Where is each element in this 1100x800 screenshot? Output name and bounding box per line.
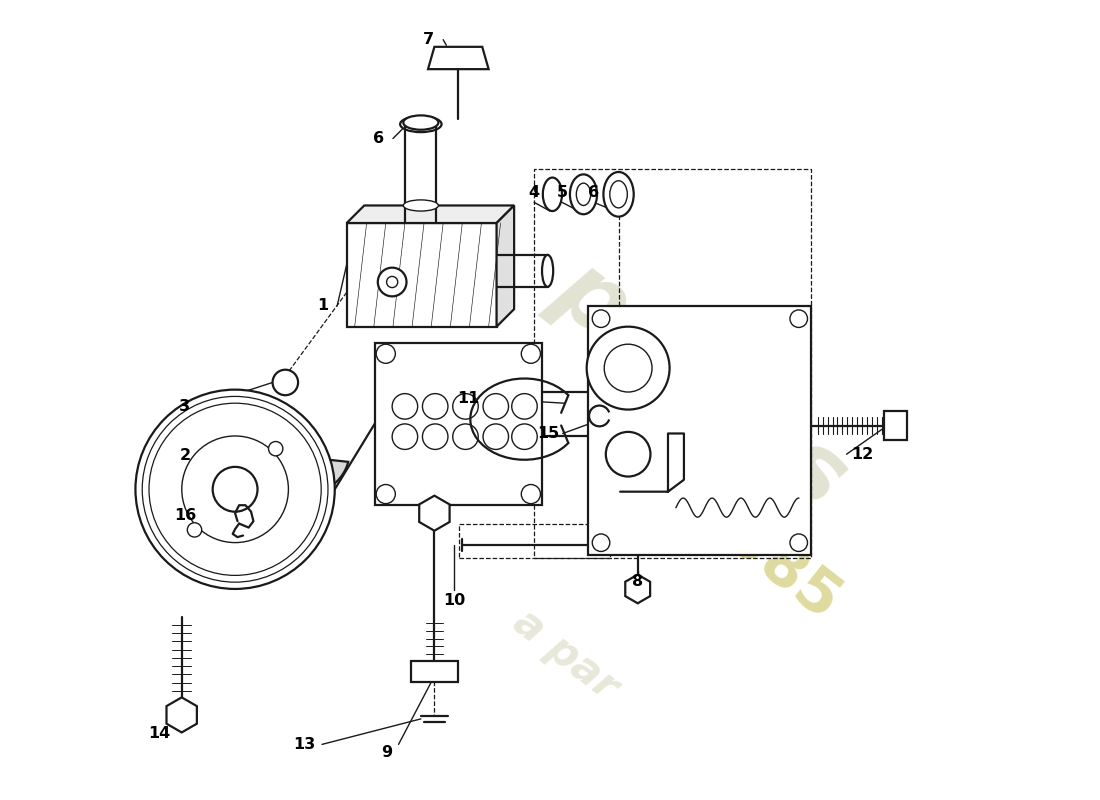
FancyBboxPatch shape — [375, 342, 542, 506]
Circle shape — [422, 424, 448, 450]
Circle shape — [392, 424, 418, 450]
Text: 6: 6 — [373, 131, 384, 146]
Circle shape — [483, 394, 508, 419]
Text: 11: 11 — [458, 391, 480, 406]
Text: partes: partes — [538, 242, 865, 526]
Circle shape — [268, 442, 283, 456]
Circle shape — [212, 467, 257, 512]
Circle shape — [376, 485, 395, 504]
Circle shape — [187, 522, 201, 537]
Ellipse shape — [404, 115, 439, 130]
Circle shape — [512, 394, 537, 419]
Text: 13: 13 — [294, 737, 316, 752]
Ellipse shape — [576, 183, 591, 206]
Ellipse shape — [400, 116, 441, 132]
Circle shape — [422, 394, 448, 419]
Circle shape — [606, 432, 650, 477]
Polygon shape — [428, 47, 488, 69]
Circle shape — [512, 424, 537, 450]
Circle shape — [376, 344, 395, 363]
Circle shape — [592, 310, 609, 327]
Ellipse shape — [604, 172, 634, 217]
Text: 3: 3 — [179, 399, 190, 414]
Circle shape — [790, 310, 807, 327]
FancyBboxPatch shape — [588, 306, 812, 555]
Ellipse shape — [609, 181, 627, 208]
Text: 7: 7 — [424, 32, 434, 47]
Text: 15: 15 — [537, 426, 560, 441]
Ellipse shape — [542, 178, 562, 211]
Circle shape — [453, 394, 478, 419]
Text: 1: 1 — [317, 298, 329, 314]
Circle shape — [521, 344, 540, 363]
Text: 8: 8 — [632, 574, 644, 590]
Text: 2: 2 — [179, 448, 190, 463]
Circle shape — [135, 390, 334, 589]
Text: 9: 9 — [381, 745, 392, 760]
FancyBboxPatch shape — [411, 662, 458, 682]
Ellipse shape — [404, 200, 439, 211]
Circle shape — [483, 424, 508, 450]
Text: a par: a par — [505, 602, 627, 709]
Circle shape — [604, 344, 652, 392]
Text: 5: 5 — [557, 186, 568, 200]
Circle shape — [386, 277, 398, 287]
Text: 10: 10 — [443, 594, 465, 608]
Polygon shape — [206, 417, 349, 503]
Text: 16: 16 — [174, 508, 196, 523]
Ellipse shape — [542, 255, 553, 286]
Circle shape — [592, 534, 609, 551]
Text: 14: 14 — [148, 726, 170, 741]
FancyBboxPatch shape — [346, 223, 496, 326]
Text: 1985: 1985 — [680, 484, 850, 635]
Circle shape — [377, 268, 407, 296]
Text: 6: 6 — [588, 186, 600, 200]
Circle shape — [392, 394, 418, 419]
FancyBboxPatch shape — [884, 411, 908, 440]
Polygon shape — [346, 206, 514, 223]
Text: 12: 12 — [851, 446, 873, 462]
Circle shape — [182, 436, 288, 542]
Circle shape — [453, 424, 478, 450]
Polygon shape — [496, 206, 514, 326]
Ellipse shape — [570, 174, 597, 214]
Circle shape — [273, 370, 298, 395]
Circle shape — [790, 534, 807, 551]
Text: 4: 4 — [528, 186, 540, 200]
Circle shape — [586, 326, 670, 410]
Circle shape — [521, 485, 540, 504]
